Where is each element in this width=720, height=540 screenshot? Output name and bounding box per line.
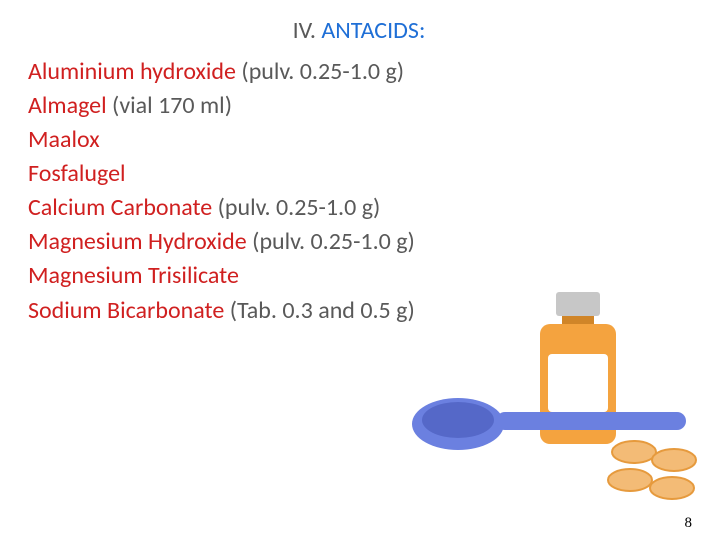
drug-dosage: (pulv. 0.25-1.0 g): [236, 57, 404, 86]
list-item: Calcium Carbonate (pulv. 0.25-1.0 g): [28, 191, 690, 225]
drug-name: Maalox: [28, 125, 100, 154]
heading-title: ANTACIDS:: [321, 16, 425, 45]
list-item: Aluminium hydroxide (pulv. 0.25-1.0 g): [28, 55, 690, 89]
section-heading: IV. ANTACIDS:: [28, 16, 690, 45]
list-item: Magnesium Hydroxide (pulv. 0.25-1.0 g): [28, 225, 690, 259]
drug-name: Aluminium hydroxide: [28, 57, 236, 86]
list-item: Almagel (vial 170 ml): [28, 89, 690, 123]
drug-dosage: (pulv. 0.25-1.0 g): [247, 227, 415, 256]
drug-dosage: (pulv. 0.25-1.0 g): [212, 193, 380, 222]
drug-name: Sodium Bicarbonate: [28, 296, 224, 325]
list-item: Maalox: [28, 123, 690, 157]
page-number: 8: [685, 515, 693, 532]
drug-name: Fosfalugel: [28, 159, 126, 188]
heading-numeral: IV.: [293, 16, 316, 45]
drug-dosage: (Tab. 0.3 and 0.5 g): [224, 296, 414, 325]
pills-icon: [608, 441, 696, 499]
medicine-illustration: [402, 272, 702, 512]
drug-name: Magnesium Hydroxide: [28, 227, 247, 256]
drug-dosage: (vial 170 ml): [107, 91, 232, 120]
drug-name: Almagel: [28, 91, 107, 120]
drug-name: Magnesium Trisilicate: [28, 261, 239, 290]
list-item: Fosfalugel: [28, 157, 690, 191]
drug-name: Calcium Carbonate: [28, 193, 212, 222]
